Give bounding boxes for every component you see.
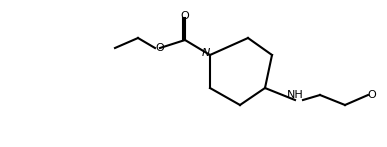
Text: O: O bbox=[181, 11, 189, 21]
Text: NH: NH bbox=[287, 90, 303, 100]
Text: O: O bbox=[156, 43, 164, 53]
Text: N: N bbox=[202, 48, 210, 58]
Text: O: O bbox=[368, 90, 377, 100]
